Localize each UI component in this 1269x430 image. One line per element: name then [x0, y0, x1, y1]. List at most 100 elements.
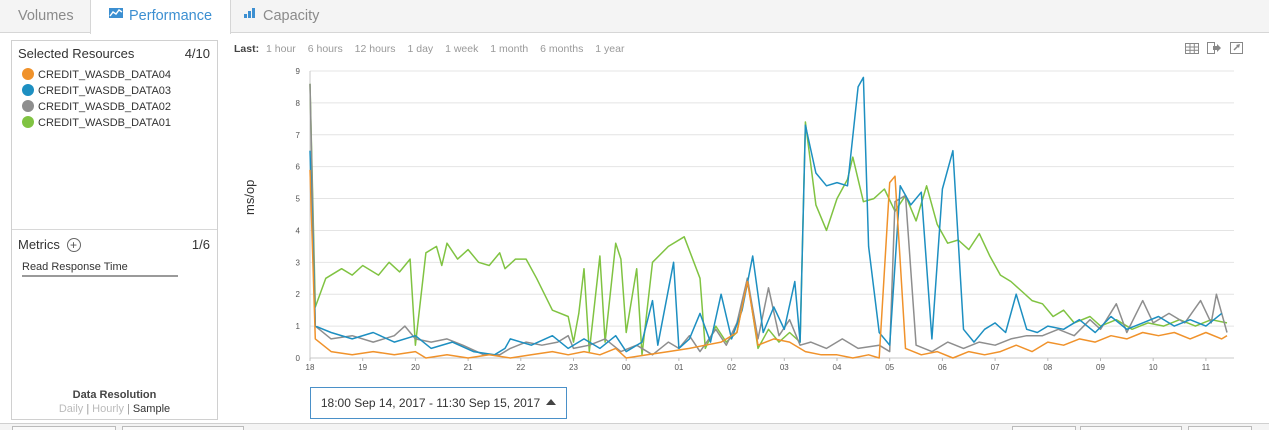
- x-tick-label: 23: [569, 363, 578, 372]
- x-tick-label: 09: [1096, 363, 1105, 372]
- time-range-label: Last:: [234, 43, 260, 55]
- y-axis-ticks: 0 1 2 3 4 5 6 7 8 9: [296, 67, 301, 363]
- line-chart-icon: [109, 0, 123, 31]
- resource-list: CREDIT_WASDB_DATA04 CREDIT_WASDB_DATA03 …: [22, 67, 171, 131]
- y-tick-label: 4: [296, 226, 301, 235]
- series-line-credit-wasdb-data04: [309, 169, 1228, 359]
- time-range-1-year[interactable]: 1 year: [595, 43, 625, 55]
- x-tick-label: 08: [1043, 363, 1052, 372]
- x-tick-label: 01: [674, 363, 683, 372]
- x-tick-label: 19: [358, 363, 367, 372]
- separator: |: [86, 403, 90, 415]
- series-line-credit-wasdb-data01: [309, 83, 1228, 356]
- x-tick-label: 21: [464, 363, 473, 372]
- resource-name: CREDIT_WASDB_DATA01: [38, 117, 172, 129]
- export-icon[interactable]: [1207, 41, 1222, 59]
- y-tick-label: 6: [296, 163, 301, 172]
- time-range-6-months[interactable]: 6 months: [540, 43, 584, 55]
- y-tick-label: 8: [296, 99, 301, 108]
- y-tick-label: 0: [296, 354, 301, 363]
- resource-name: CREDIT_WASDB_DATA02: [38, 101, 172, 113]
- metrics-label: Metrics: [18, 237, 60, 252]
- tab-capacity[interactable]: Capacity: [226, 0, 337, 33]
- x-tick-label: 00: [622, 363, 631, 372]
- series-color-dot: [22, 100, 34, 113]
- resolution-sample[interactable]: Sample: [132, 403, 171, 415]
- x-tick-label: 04: [833, 363, 842, 372]
- bottom-button[interactable]: [1012, 426, 1076, 430]
- y-axis-title: ms/op: [242, 179, 257, 215]
- selected-resources-header: Selected Resources 4/10: [18, 46, 210, 61]
- tab-volumes-label: Volumes: [18, 8, 74, 24]
- data-resolution-title: Data Resolution: [72, 389, 157, 401]
- y-tick-label: 1: [296, 322, 301, 331]
- panel-divider: [12, 229, 217, 230]
- resource-item[interactable]: CREDIT_WASDB_DATA04: [22, 67, 171, 83]
- x-tick-label: 03: [780, 363, 789, 372]
- time-range-bar: Last: 1 hour 6 hours 12 hours 1 day 1 we…: [234, 43, 633, 55]
- x-tick-label: 07: [991, 363, 1000, 372]
- x-tick-label: 06: [938, 363, 947, 372]
- resource-item[interactable]: CREDIT_WASDB_DATA01: [22, 115, 171, 131]
- x-tick-label: 18: [306, 363, 315, 372]
- metric-item-read-response-time[interactable]: Read Response Time: [22, 261, 178, 277]
- selected-range-selector[interactable]: 18:00 Sep 14, 2017 - 11:30 Sep 15, 2017: [310, 387, 567, 419]
- chart-toolbar: [1185, 41, 1247, 59]
- x-tick-label: 10: [1149, 363, 1158, 372]
- caret-up-icon: [546, 399, 557, 406]
- separator: |: [126, 403, 130, 415]
- resource-name: CREDIT_WASDB_DATA03: [38, 85, 172, 97]
- tab-performance-label: Performance: [129, 8, 213, 24]
- selected-resources-label: Selected Resources: [18, 46, 135, 61]
- time-range-12-hours[interactable]: 12 hours: [354, 43, 396, 55]
- tab-volumes[interactable]: Volumes: [0, 0, 92, 33]
- y-tick-label: 9: [296, 67, 301, 76]
- metrics-header: Metrics + 1/6: [18, 237, 210, 252]
- time-range-1-week[interactable]: 1 week: [445, 43, 479, 55]
- resource-item[interactable]: CREDIT_WASDB_DATA03: [22, 83, 171, 99]
- series-line-credit-wasdb-data02: [309, 83, 1228, 356]
- bottom-toolbar: [0, 423, 1269, 430]
- series-color-dot: [22, 84, 34, 97]
- metrics-count: 1/6: [191, 237, 210, 252]
- tab-performance[interactable]: Performance: [90, 0, 232, 34]
- y-tick-label: 2: [296, 290, 301, 299]
- series-color-dot: [22, 68, 34, 81]
- resource-name: CREDIT_WASDB_DATA04: [38, 69, 172, 81]
- tab-capacity-label: Capacity: [263, 8, 320, 24]
- time-range-1-hour[interactable]: 1 hour: [266, 43, 296, 55]
- x-tick-label: 22: [516, 363, 525, 372]
- expand-icon[interactable]: [1229, 41, 1243, 59]
- bottom-button[interactable]: [1080, 426, 1182, 430]
- series-color-dot: [22, 116, 34, 129]
- tab-bar: Volumes Performance Capacity: [0, 0, 1269, 34]
- add-metric-icon[interactable]: +: [66, 237, 81, 252]
- x-tick-label: 02: [727, 363, 736, 372]
- x-tick-label: 05: [885, 363, 894, 372]
- table-icon[interactable]: [1185, 41, 1199, 59]
- series-line-credit-wasdb-data03: [309, 76, 1223, 356]
- data-resolution-options: Daily | Hourly | Sample: [12, 403, 217, 415]
- time-range-1-month[interactable]: 1 month: [490, 43, 529, 55]
- time-range-1-day[interactable]: 1 day: [407, 43, 434, 55]
- left-panel: Selected Resources 4/10 CREDIT_WASDB_DAT…: [11, 40, 218, 420]
- y-tick-label: 7: [296, 131, 301, 140]
- bar-chart-icon: [244, 0, 257, 31]
- time-range-6-hours[interactable]: 6 hours: [307, 43, 343, 55]
- resource-item[interactable]: CREDIT_WASDB_DATA02: [22, 99, 171, 115]
- bottom-button[interactable]: [12, 426, 116, 430]
- bottom-button[interactable]: [122, 426, 244, 430]
- x-tick-label: 11: [1202, 363, 1211, 372]
- resolution-daily[interactable]: Daily: [58, 403, 84, 415]
- selected-resources-count: 4/10: [184, 46, 210, 61]
- x-axis-ticks: 18 19 20 21 22 23 00 01 02 03 04 05 06 07 08 09 10 11: [306, 358, 1211, 372]
- resolution-hourly[interactable]: Hourly: [92, 403, 124, 415]
- chart-series: [309, 76, 1228, 359]
- selected-range-text: 18:00 Sep 14, 2017 - 11:30 Sep 15, 2017: [320, 396, 541, 410]
- chart-grid: [309, 70, 1234, 359]
- y-tick-label: 3: [296, 258, 301, 267]
- x-tick-label: 20: [411, 363, 420, 372]
- bottom-button[interactable]: [1188, 426, 1252, 430]
- data-resolution: Data Resolution Daily | Hourly | Sample: [12, 389, 217, 415]
- y-tick-label: 5: [296, 195, 301, 204]
